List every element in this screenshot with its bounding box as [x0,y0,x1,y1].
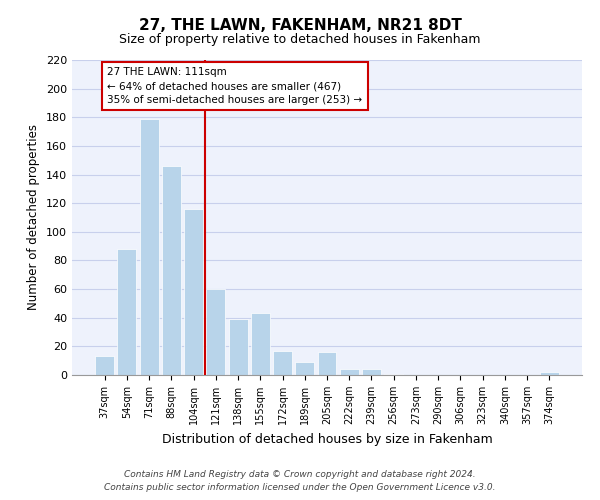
Bar [384,374,403,375]
Text: 27, THE LAWN, FAKENHAM, NR21 8DT: 27, THE LAWN, FAKENHAM, NR21 8DT [139,18,461,32]
Bar [95,356,114,375]
Text: 27 THE LAWN: 111sqm
← 64% of detached houses are smaller (467)
35% of semi-detac: 27 THE LAWN: 111sqm ← 64% of detached ho… [107,67,362,105]
Text: Contains HM Land Registry data © Crown copyright and database right 2024.
Contai: Contains HM Land Registry data © Crown c… [104,470,496,492]
Text: Size of property relative to detached houses in Fakenham: Size of property relative to detached ho… [119,32,481,46]
Bar [140,118,158,375]
Bar [295,362,314,375]
Y-axis label: Number of detached properties: Number of detached properties [28,124,40,310]
Bar [362,370,381,375]
Bar [162,166,181,375]
Bar [273,350,292,375]
Bar [540,372,559,375]
Bar [317,352,337,375]
Bar [229,319,248,375]
Bar [118,249,136,375]
Bar [340,370,359,375]
Bar [184,209,203,375]
Bar [206,289,225,375]
X-axis label: Distribution of detached houses by size in Fakenham: Distribution of detached houses by size … [161,432,493,446]
Bar [251,314,270,375]
